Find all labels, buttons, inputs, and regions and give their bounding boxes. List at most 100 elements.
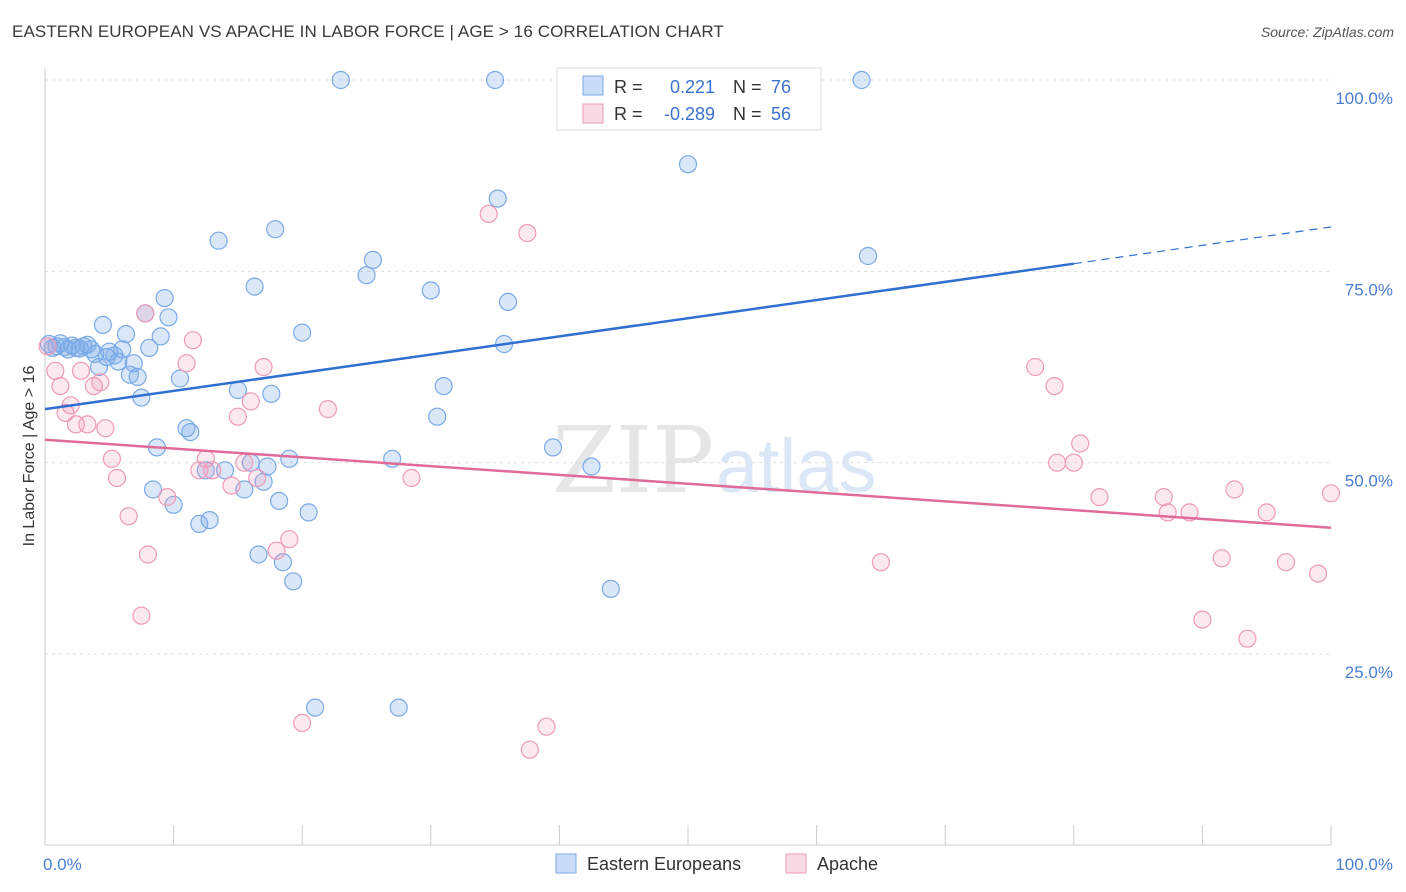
legend-n-label-2: N = xyxy=(733,104,762,124)
apache-point-18 xyxy=(177,354,196,373)
apache-point-51 xyxy=(1238,629,1257,648)
apache-point-14 xyxy=(132,606,151,625)
apache-point-0 xyxy=(38,337,57,356)
eastern-europeans-point-70 xyxy=(582,457,601,476)
y-axis-title: In Labor Force | Age > 16 xyxy=(21,366,38,547)
apache-point-13 xyxy=(119,507,138,526)
axes xyxy=(44,68,1332,846)
apache-point-19 xyxy=(183,331,202,350)
eastern-europeans-point-14 xyxy=(93,315,113,334)
y-tick-label-50: 50.0% xyxy=(1345,472,1393,491)
eastern-europeans-point-50 xyxy=(270,491,289,510)
bottom-legend-swatch-pink xyxy=(785,853,807,874)
chart-title: EASTERN EUROPEAN VS APACHE IN LABOR FORC… xyxy=(12,22,724,41)
apache-point-1 xyxy=(46,361,65,380)
apache-point-33 xyxy=(402,468,421,488)
eastern-europeans-point-31 xyxy=(159,308,178,327)
apache-point-40 xyxy=(1045,377,1064,396)
x-tick-label-0: 0.0% xyxy=(43,855,82,874)
trend-line-apache xyxy=(44,438,1332,529)
eastern-europeans-point-52 xyxy=(280,449,299,468)
legend-r-label-2: R = xyxy=(614,104,643,124)
eastern-europeans-point-29 xyxy=(151,327,170,346)
apache-point-36 xyxy=(520,740,539,759)
apache-point-38 xyxy=(871,553,891,572)
eastern-europeans-point-48 xyxy=(262,384,281,403)
apache-point-52 xyxy=(1257,503,1276,522)
apache-point-6 xyxy=(71,361,91,380)
apache-point-35 xyxy=(518,224,537,243)
apache-point-28 xyxy=(254,357,273,377)
bottom-legend-label-pink: Apache xyxy=(817,854,878,874)
apache-point-43 xyxy=(1071,434,1090,453)
apache-point-22 xyxy=(203,461,222,480)
legend-r-label-1: R = xyxy=(614,77,643,97)
bottom-legend-label-blue: Eastern Europeans xyxy=(587,854,741,874)
eastern-europeans-point-74 xyxy=(858,246,878,266)
grid xyxy=(45,79,1331,655)
eastern-europeans-point-71 xyxy=(601,579,620,599)
eastern-europeans-point-72 xyxy=(678,155,698,174)
eastern-europeans-point-36 xyxy=(190,514,209,534)
legend-swatch-blue xyxy=(582,75,604,96)
bottom-legend: Eastern Europeans Apache xyxy=(555,853,878,874)
eastern-europeans-point-62 xyxy=(421,281,440,300)
trend-lines xyxy=(44,226,1332,529)
bottom-legend-swatch-blue xyxy=(555,853,577,874)
apache-point-2 xyxy=(51,377,70,396)
eastern-europeans-point-56 xyxy=(306,698,325,717)
eastern-europeans-point-26 xyxy=(140,338,159,357)
watermark-atlas: atlas xyxy=(716,424,877,509)
eastern-europeans-point-49 xyxy=(266,220,285,239)
legend-n-label-1: N = xyxy=(733,77,762,97)
y-tick-label-75: 75.0% xyxy=(1345,280,1393,299)
apache-point-27 xyxy=(248,468,267,488)
legend-n-value-1: 76 xyxy=(771,77,791,97)
eastern-europeans-point-61 xyxy=(389,698,408,717)
eastern-europeans-point-59 xyxy=(363,250,382,269)
apache-point-23 xyxy=(222,476,241,495)
apache-point-46 xyxy=(1158,503,1177,522)
apache-point-55 xyxy=(1321,484,1341,503)
eastern-europeans-point-19 xyxy=(113,340,132,359)
source-credit: Source: ZipAtlas.com xyxy=(1260,24,1394,40)
eastern-europeans-point-54 xyxy=(293,323,312,342)
y-tick-label-100: 100.0% xyxy=(1335,89,1393,108)
apache-point-44 xyxy=(1090,488,1109,507)
watermark-zip: ZIP xyxy=(552,407,714,514)
apache-point-49 xyxy=(1212,549,1231,568)
trend-line-eastern-europeans xyxy=(44,262,1074,411)
apache-point-25 xyxy=(235,453,254,472)
eastern-europeans-point-55 xyxy=(299,503,318,522)
eastern-europeans-point-66 xyxy=(488,189,507,208)
trend-line-eastern-europeans-extension xyxy=(1073,226,1332,265)
apache-point-11 xyxy=(102,449,122,468)
eastern-europeans-point-58 xyxy=(357,266,376,285)
legend: R = 0.221 N = 76 R = -0.289 N = 56 xyxy=(556,67,822,131)
apache-point-7 xyxy=(78,415,97,434)
eastern-europeans-point-47 xyxy=(258,457,277,476)
eastern-europeans-point-27 xyxy=(143,480,163,499)
eastern-europeans-point-38 xyxy=(200,510,219,530)
apache-point-20 xyxy=(190,461,209,480)
apache-point-12 xyxy=(107,468,127,488)
apache-point-42 xyxy=(1064,453,1083,472)
eastern-europeans-point-30 xyxy=(155,289,174,308)
apache-point-48 xyxy=(1193,610,1212,629)
legend-r-value-1: 0.221 xyxy=(670,77,715,97)
eastern-europeans-point-40 xyxy=(215,461,235,480)
eastern-europeans-point-57 xyxy=(331,70,350,90)
apache-point-31 xyxy=(293,713,312,733)
eastern-europeans-point-65 xyxy=(486,70,505,90)
watermark: ZIP atlas xyxy=(552,407,877,514)
series-apache-points xyxy=(38,204,1341,759)
eastern-europeans-point-23 xyxy=(128,367,147,386)
apache-point-29 xyxy=(267,541,286,560)
eastern-europeans-point-44 xyxy=(245,277,264,296)
eastern-europeans-point-64 xyxy=(434,377,453,396)
legend-r-value-2: -0.289 xyxy=(664,104,715,124)
tick-labels: 25.0% 50.0% 75.0% 100.0% 0.0% 100.0% xyxy=(43,89,1393,874)
apache-point-37 xyxy=(537,717,556,736)
apache-point-30 xyxy=(280,530,299,549)
